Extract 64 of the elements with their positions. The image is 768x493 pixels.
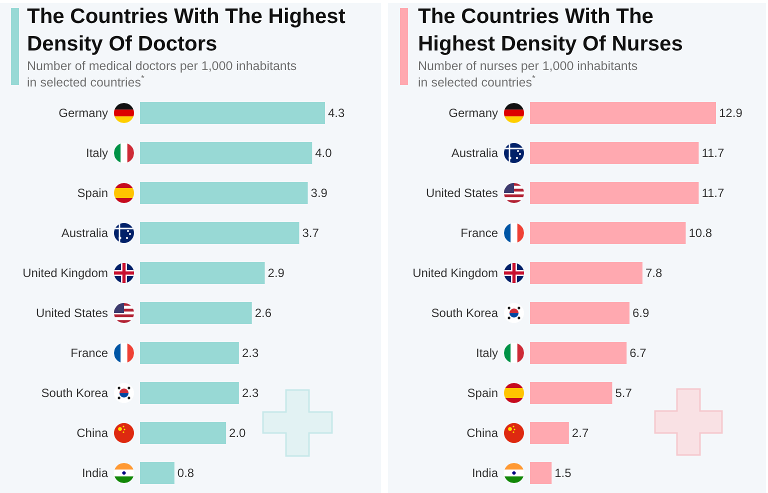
y-tick-label: Australia <box>61 226 108 240</box>
y-tick-label: South Korea <box>41 386 108 400</box>
data-label: 10.8 <box>688 226 712 240</box>
bar <box>140 222 300 244</box>
data-label: 4.0 <box>315 146 332 160</box>
data-label: 11.7 <box>702 186 724 200</box>
data-label: 3.7 <box>302 226 320 240</box>
bar <box>530 222 686 244</box>
data-label: 12.9 <box>719 106 743 120</box>
bar <box>140 422 226 444</box>
data-label: 6.9 <box>632 306 650 320</box>
y-tick-label: France <box>70 346 108 360</box>
bar <box>140 382 239 404</box>
data-label: 4.3 <box>328 106 346 120</box>
y-tick-label: China <box>76 426 108 440</box>
y-tick-label: United Kingdom <box>412 266 498 280</box>
y-tick-label: India <box>472 466 498 480</box>
y-tick-label: France <box>460 226 498 240</box>
data-label: 3.9 <box>310 186 328 200</box>
bar <box>140 462 174 484</box>
bar <box>530 302 630 324</box>
bar <box>530 422 569 444</box>
bar <box>140 302 252 324</box>
bar <box>140 102 325 124</box>
data-label: 5.7 <box>615 386 632 400</box>
chart-subtitle: Number of medical doctors per 1,000 inhabitants in selected countries$^{*}$ <box>27 59 297 90</box>
bar <box>530 342 627 364</box>
bar <box>140 182 308 204</box>
data-label: 2.7 <box>572 426 589 440</box>
y-tick-label: United States <box>426 186 498 200</box>
y-tick-label: Germany <box>58 106 108 120</box>
data-label: 0.8 <box>177 466 194 480</box>
y-tick-label: China <box>466 426 498 440</box>
bar <box>530 462 552 484</box>
data-label: 2.0 <box>229 426 246 440</box>
bar <box>530 142 699 164</box>
bar <box>530 182 699 204</box>
chart-title: The Countries With The Highest Density Of Nurses <box>418 5 683 56</box>
bar <box>140 342 239 364</box>
data-label: 11.7 <box>702 146 724 160</box>
y-tick-label: India <box>82 466 108 480</box>
chart-subtitle: Number of nurses per 1,000 inhabitants in selected countries$^{*}$ <box>418 59 638 90</box>
data-label: 6.7 <box>630 346 647 360</box>
data-label: 7.8 <box>645 266 662 280</box>
y-tick-label: Australia <box>451 146 498 160</box>
y-tick-label: United Kingdom <box>22 266 108 280</box>
data-label: 2.3 <box>242 346 259 360</box>
y-tick-label: Germany <box>448 106 498 120</box>
chart-title: The Countries With The Highest Density Of Doctors <box>27 5 346 56</box>
y-tick-label: Italy <box>476 346 498 360</box>
data-label: 2.9 <box>268 266 285 280</box>
bar <box>140 262 265 284</box>
bar <box>530 262 642 284</box>
bar <box>530 382 612 404</box>
data-label: 2.3 <box>242 386 259 400</box>
y-tick-label: United States <box>36 306 108 320</box>
data-label: 2.6 <box>254 306 272 320</box>
y-tick-label: South Korea <box>431 306 498 320</box>
data-label: 1.5 <box>554 466 572 480</box>
y-tick-label: Italy <box>86 146 108 160</box>
y-tick-label: Spain <box>467 386 498 400</box>
bar <box>140 142 312 164</box>
bar <box>530 102 716 124</box>
y-tick-label: Spain <box>77 186 108 200</box>
